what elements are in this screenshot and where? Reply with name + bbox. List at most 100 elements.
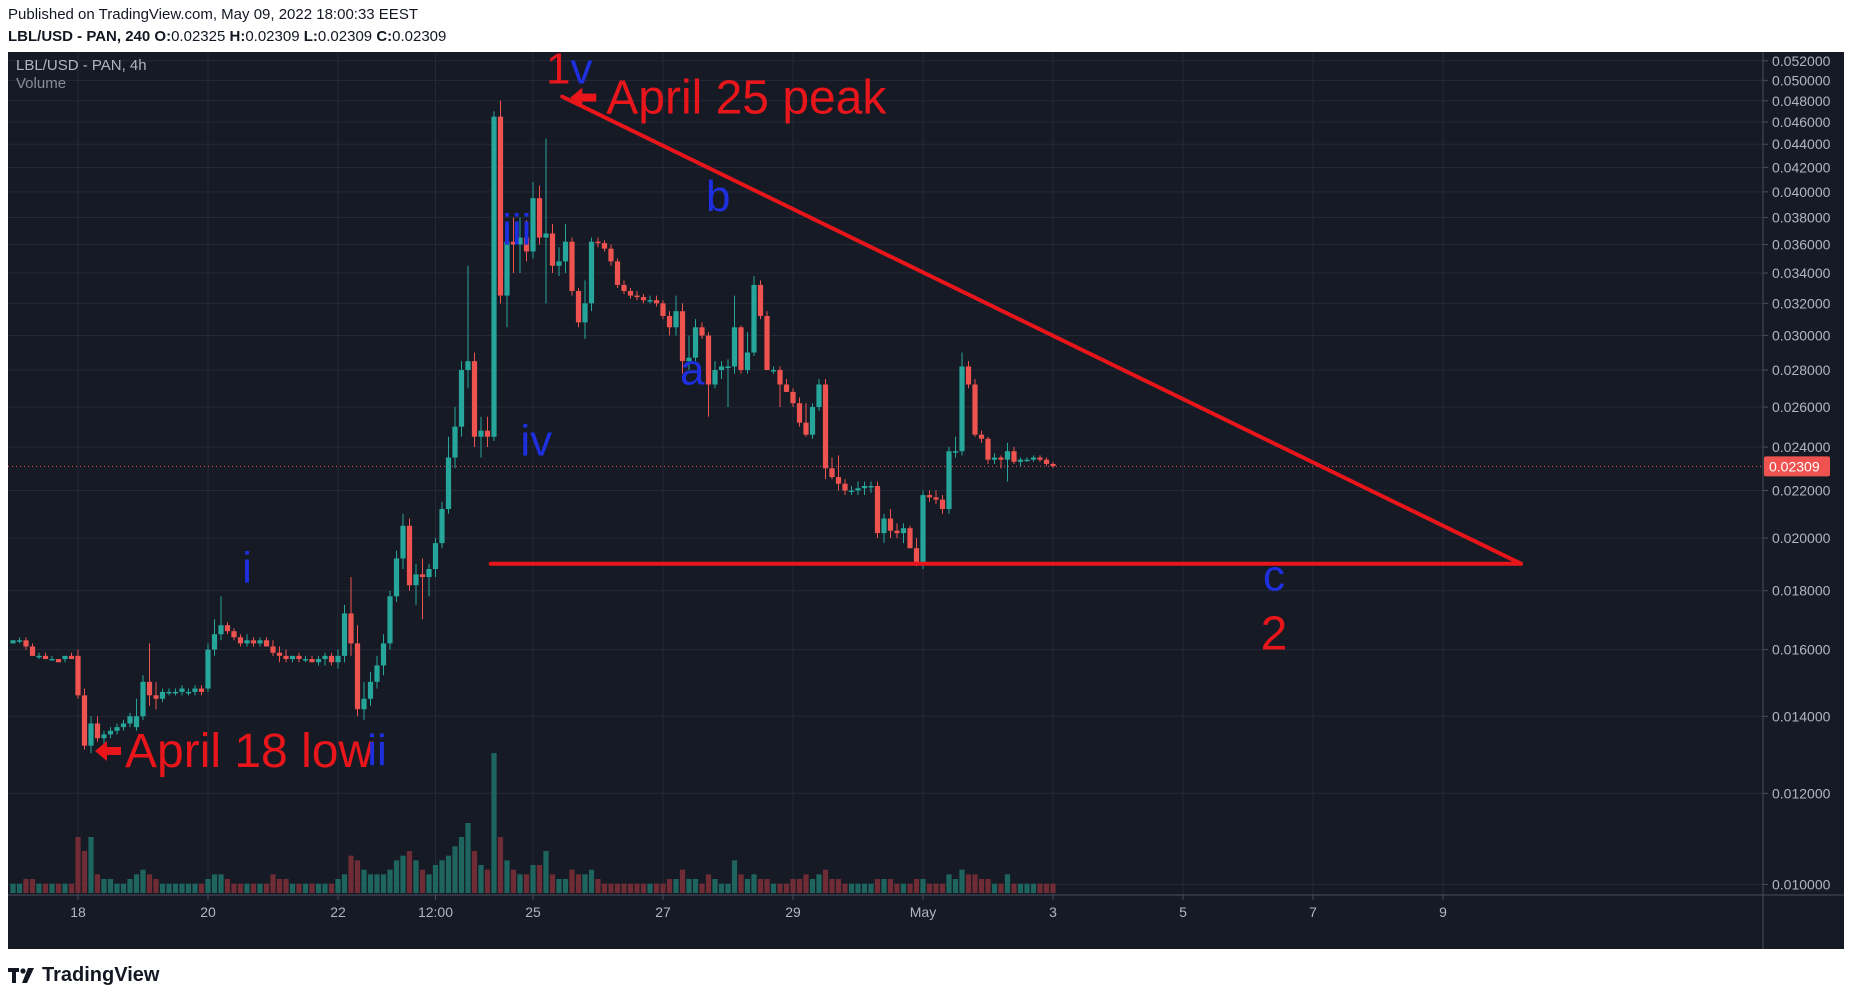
volume-bar [1011,883,1017,893]
candle-body [179,688,185,692]
y-tick-label: 0.012000 [1772,785,1831,801]
volume-bar [783,883,790,893]
x-tick-label: 18 [70,904,86,920]
candle-body [816,384,822,408]
candle-body [75,655,81,696]
volume-bar [413,860,419,893]
volume-bar [634,883,640,893]
volume-bar [848,883,855,893]
volume-bar [647,883,653,893]
volume-bar [887,879,894,893]
x-tick-label: May [910,904,936,920]
volume-bar [731,860,738,893]
tradingview-logo[interactable]: TradingView [8,964,159,987]
high-label: H: [229,28,246,45]
y-tick-label: 0.040000 [1772,184,1831,200]
candle-body [913,548,920,564]
candle-body [634,295,640,298]
wave-digit: 1 [546,52,570,93]
volume-bar [614,883,621,893]
volume-bar [439,860,445,893]
volume-bar [894,883,900,893]
chart-frame[interactable]: 0.052000 0.050000 0.048000 0.046000 0.044000… [8,52,1844,949]
candle-body [1011,451,1017,462]
wave-label-2: 2 [1261,608,1288,661]
candle-body [653,300,660,304]
volume-bar [653,883,660,893]
volume-bar [140,869,146,893]
candle-body [972,384,978,435]
volume-bar [374,874,380,893]
volume-bar [881,879,887,893]
y-tick-label: 0.050000 [1772,72,1831,88]
wave-label-c: c [1263,552,1285,601]
candle-body [666,315,673,328]
volume-bar [29,879,36,893]
candle-body [751,284,757,353]
candle-body [868,485,874,488]
volume-bar [608,883,614,893]
candle-body [608,248,614,262]
volume-bar [484,869,491,893]
volume-bar [263,883,270,893]
tradingview-brand: TradingView [42,964,160,986]
candle-body [796,403,803,423]
peak-arrow-icon [570,87,597,108]
candle-body [770,370,777,372]
volume-bar [432,865,439,893]
volume-bar [627,883,634,893]
volume-bar [218,874,224,893]
volume-bar [777,883,783,893]
close-label: C: [376,28,393,45]
candle-body [939,499,946,510]
symbol-label: LBL/USD - PAN, 240 [8,28,151,45]
candle-body [712,370,718,385]
volume-bar [523,874,530,893]
x-tick-label: 25 [525,904,541,920]
candle-body [471,361,478,437]
candle-body [55,659,62,663]
volume-bar [36,883,42,893]
candle-body [510,241,517,245]
volume-bar [933,883,939,893]
volume-bar [803,874,809,893]
candle-body [530,198,536,252]
candle-body [62,655,68,660]
volume-bar [237,883,244,893]
candle-body [588,241,595,304]
candle-body [757,284,764,316]
volume-bar [926,883,933,893]
y-tick-label: 0.028000 [1772,362,1831,378]
peak-annotation: April 25 peak [606,72,887,125]
volume-bar [738,874,744,893]
volume-bar [478,865,484,893]
x-tick-label: 20 [200,904,216,920]
volume-bar [835,879,842,893]
descending-trendline[interactable] [560,94,1523,566]
candle-body [172,691,179,694]
candle-body [413,574,419,586]
candle-body [348,613,354,644]
candle-body [614,261,621,285]
low-value: 0.02309 [317,28,373,45]
volume-bar [328,883,335,893]
price-chart[interactable]: 0.052000 0.050000 0.048000 0.046000 0.044000… [8,52,1844,949]
y-tick-label: 0.046000 [1772,114,1831,130]
candle-body [835,477,842,484]
volume-bar [998,883,1004,893]
candle-body [289,655,296,660]
volume-bar [972,874,978,893]
y-tick-label: 0.010000 [1772,876,1831,892]
candle-body [575,290,582,323]
volume-bar [621,883,627,893]
volume-bar [757,879,764,893]
candle-body [686,357,692,362]
candle-body [718,366,725,371]
candle-body [861,485,868,489]
candle-body [660,303,666,316]
volume-bar [55,883,62,893]
volume-bar [231,883,237,893]
volume-bar [790,879,796,893]
candle-body [16,640,23,642]
candle-body [400,525,406,559]
